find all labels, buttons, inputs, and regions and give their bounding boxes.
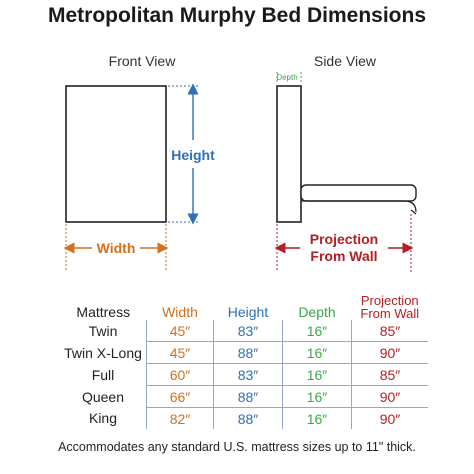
- row-width: 45″: [146, 341, 214, 364]
- row-depth: 16″: [282, 363, 352, 386]
- page-title: Metropolitan Murphy Bed Dimensions: [47, 4, 427, 27]
- row-mattress: Full: [91, 366, 115, 383]
- row-depth: 16″: [282, 407, 352, 429]
- row-height: 88″: [213, 385, 283, 408]
- table-header-row: Mattress Width Height Depth Projection F…: [60, 290, 428, 320]
- row-height: 83″: [213, 363, 283, 386]
- width-label: Width: [97, 240, 136, 256]
- dimension-diagram: Front View Height Width Side View Depth …: [63, 53, 417, 272]
- row-projection: 90″: [351, 385, 428, 408]
- projection-dimension: Projection From Wall: [274, 214, 414, 272]
- table-row: Twin 45″ 83″ 16″ 85″: [60, 320, 428, 342]
- row-projection: 90″: [351, 407, 428, 429]
- height-dimension: Height: [168, 83, 215, 225]
- row-projection: 90″: [351, 341, 428, 364]
- header-projection: Projection From Wall: [352, 290, 429, 320]
- row-width: 45″: [146, 320, 214, 342]
- row-mattress: Twin: [88, 322, 118, 339]
- table-row: Full 60″ 83″ 16″ 85″: [60, 363, 428, 386]
- row-height: 83″: [213, 320, 283, 342]
- header-projection-line1: Projection: [360, 293, 419, 308]
- header-depth: Depth: [298, 304, 336, 320]
- row-width: 82″: [146, 407, 214, 429]
- projection-label-line2: From Wall: [310, 248, 377, 264]
- side-view-label: Side View: [314, 53, 377, 69]
- header-mattress: Mattress: [76, 304, 131, 320]
- row-depth: 16″: [282, 341, 352, 364]
- dimensions-table: Mattress Width Height Depth Projection F…: [60, 290, 428, 429]
- table-row: Queen 66″ 88″ 16″ 90″: [60, 385, 428, 408]
- row-mattress: Queen: [81, 388, 125, 405]
- height-label: Height: [171, 147, 215, 163]
- footnote: Accommodates any standard U.S. mattress …: [58, 440, 416, 454]
- front-view-label: Front View: [109, 53, 177, 69]
- row-projection: 85″: [351, 363, 428, 386]
- row-depth: 16″: [282, 385, 352, 408]
- depth-dimension: Depth: [276, 72, 302, 84]
- row-height: 88″: [213, 407, 283, 429]
- front-view-cabinet: [65, 85, 167, 223]
- projection-label-line1: Projection: [310, 231, 378, 247]
- row-width: 60″: [146, 363, 214, 386]
- depth-label: Depth: [276, 73, 297, 82]
- table-row: King 82″ 88″ 16″ 90″: [60, 407, 428, 429]
- row-mattress: Twin X-Long: [64, 344, 142, 361]
- row-depth: 16″: [282, 320, 352, 342]
- side-view-cabinet: [276, 85, 417, 223]
- header-projection-line2: From Wall: [360, 306, 420, 321]
- header-width: Width: [162, 304, 198, 320]
- row-projection: 85″: [351, 320, 428, 342]
- width-dimension: Width: [63, 224, 169, 272]
- table-row: Twin X-Long 45″ 88″ 16″ 90″: [60, 341, 428, 364]
- header-height: Height: [227, 304, 269, 320]
- row-mattress: King: [88, 410, 118, 427]
- row-height: 88″: [213, 341, 283, 364]
- row-width: 66″: [146, 385, 214, 408]
